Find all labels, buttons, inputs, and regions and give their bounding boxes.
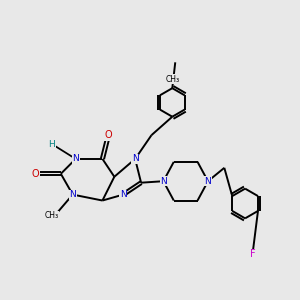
Text: N: N [160,177,167,186]
Text: CH₃: CH₃ [45,211,59,220]
Text: O: O [105,130,112,140]
Text: F: F [250,249,255,259]
Text: N: N [132,154,139,164]
Text: H: H [49,140,55,148]
Text: N: N [69,190,76,199]
Text: N: N [72,154,79,164]
Text: O: O [32,169,39,179]
Text: N: N [120,190,127,199]
Text: CH₃: CH₃ [165,75,179,84]
Text: N: N [205,177,211,186]
